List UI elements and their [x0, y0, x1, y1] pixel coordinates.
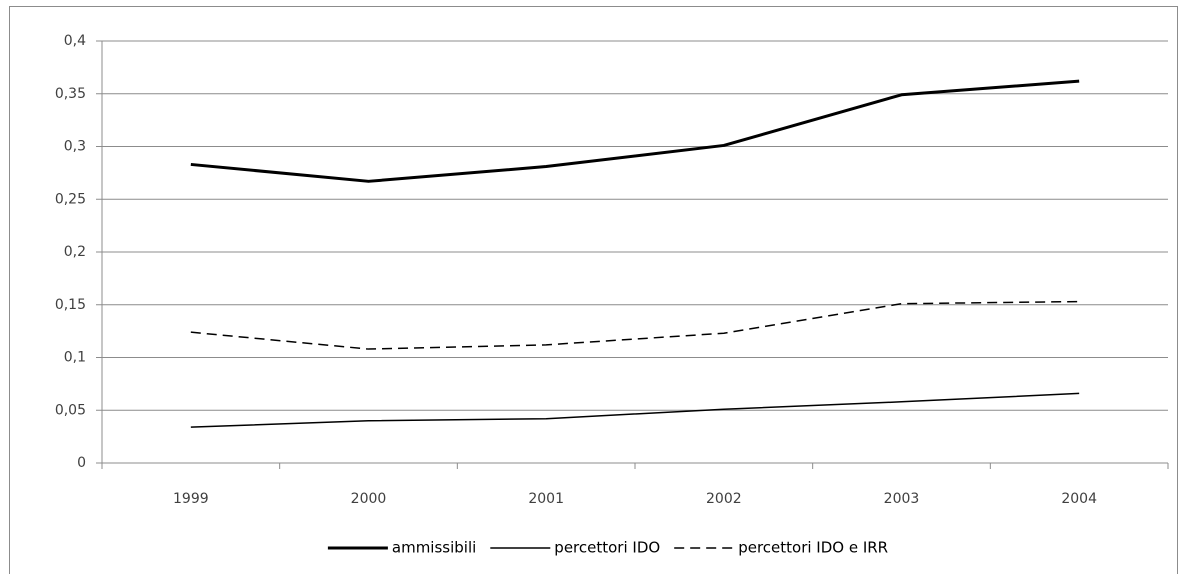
legend-label: percettori IDO: [554, 539, 660, 557]
series-line: [190, 300, 1080, 350]
y-tick-label: 0,25: [55, 191, 86, 207]
legend-label: percettori IDO e IRR: [738, 539, 888, 557]
y-tick-label: 0,1: [64, 350, 86, 366]
y-tick-label: 0,3: [64, 139, 86, 155]
chart-border: [9, 6, 1178, 574]
x-tick-label: 2004: [1061, 491, 1097, 507]
y-tick-label: 0,15: [55, 297, 86, 313]
x-tick-label: 2001: [528, 491, 564, 507]
x-tick-label: 2002: [706, 491, 742, 507]
y-tick-label: 0,05: [55, 402, 86, 418]
series-line: [190, 392, 1080, 428]
y-tick-label: 0,2: [64, 244, 86, 260]
y-tick-label: 0,35: [55, 86, 86, 102]
y-tick-label: 0: [77, 455, 86, 471]
series-line: [190, 79, 1080, 183]
x-tick-label: 1999: [173, 491, 209, 507]
x-tick-label: 2003: [884, 491, 920, 507]
y-tick-label: 0,4: [64, 33, 86, 49]
x-tick-label: 2000: [351, 491, 387, 507]
legend-label: ammissibili: [392, 539, 476, 557]
